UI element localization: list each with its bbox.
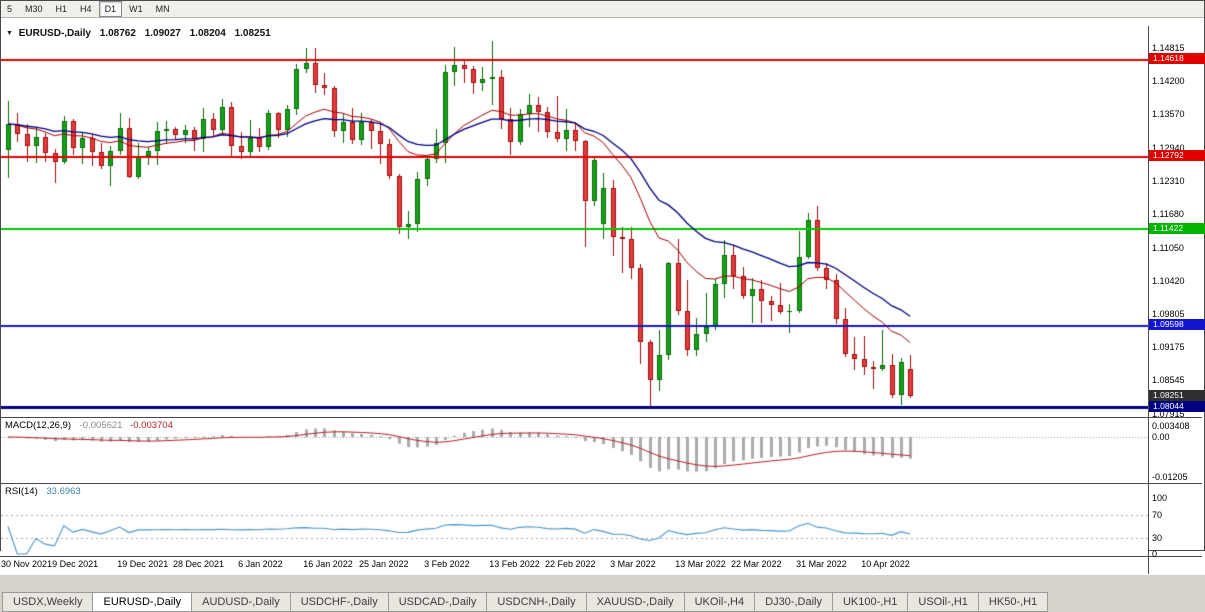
price-axis-label: 1.13570 xyxy=(1152,109,1185,120)
date-axis-label: 3 Mar 2022 xyxy=(610,559,656,569)
chart-tab-uk100-h1[interactable]: UK100-,H1 xyxy=(831,592,908,612)
date-axis-label: 25 Jan 2022 xyxy=(359,559,409,569)
price-badge: 1.08251 xyxy=(1149,390,1205,402)
chart-tab-usdchf-daily[interactable]: USDCHF-,Daily xyxy=(289,592,388,612)
price-axis-label: 1.11050 xyxy=(1152,242,1184,253)
chart-tab-usdcad-daily[interactable]: USDCAD-,Daily xyxy=(387,592,487,612)
macd-label: MACD(12,26,9) -0.005621 -0.003704 xyxy=(5,420,173,431)
date-axis-label: 31 Mar 2022 xyxy=(796,559,847,569)
date-axis-label: 16 Jan 2022 xyxy=(303,559,353,569)
rsi-axis-label: 30 xyxy=(1152,532,1163,543)
chart-tab-xauusd-daily[interactable]: XAUUSD-,Daily xyxy=(585,592,684,612)
date-axis-label: 6 Jan 2022 xyxy=(238,559,283,569)
ohlc-close: 1.08251 xyxy=(234,28,271,39)
price-axis-divider xyxy=(1148,26,1149,574)
date-axis-separator xyxy=(0,556,1202,557)
date-axis-label: 30 Nov 2021 xyxy=(1,559,53,569)
price-axis-label: 1.09805 xyxy=(1152,308,1185,319)
price-badge: 1.14618 xyxy=(1149,53,1205,65)
symbol-timeframe-label: EURUSD-,Daily xyxy=(18,28,91,39)
timeframe-button-h1[interactable]: H1 xyxy=(55,3,68,14)
macd-signal-value: -0.003704 xyxy=(130,420,173,431)
chart-tab-hk50-h1[interactable]: HK50-,H1 xyxy=(977,592,1049,612)
timeframe-button-d1[interactable]: D1 xyxy=(98,0,123,17)
rsi-panel-separator[interactable] xyxy=(0,483,1202,484)
price-axis-label: 1.08545 xyxy=(1152,375,1185,386)
macd-axis-label: -0.01205 xyxy=(1152,471,1188,482)
symbol-menu-triangle-icon[interactable]: ▼ xyxy=(6,30,13,37)
timeframe-toolbar: 5 M30 H1 H4 D1 W1 MN xyxy=(0,0,1205,18)
chart-tab-ukoil-h4[interactable]: UKOil-,H4 xyxy=(683,592,755,612)
price-badge: 1.09598 xyxy=(1149,319,1205,331)
chart-tab-dj30-daily[interactable]: DJ30-,Daily xyxy=(754,592,832,612)
price-axis-label: 1.07915 xyxy=(1152,408,1185,419)
rsi-axis-label: 70 xyxy=(1152,510,1163,521)
macd-axis-label: 0.00 xyxy=(1152,432,1170,442)
rsi-axis-label: 0 xyxy=(1152,549,1158,559)
price-axis-label: 1.09175 xyxy=(1152,341,1185,352)
price-axis-label: 1.12940 xyxy=(1152,142,1185,153)
chart-tab-bar: USDX,Weekly EURUSD-,Daily AUDUSD-,Daily USD… xyxy=(0,590,1205,612)
chart-tab-eurusd-daily[interactable]: EURUSD-,Daily xyxy=(92,592,192,612)
price-badge: 1.08044 xyxy=(1149,401,1205,413)
date-axis-label: 10 Apr 2022 xyxy=(861,559,910,569)
chart-tab-usdx-weekly[interactable]: USDX,Weekly xyxy=(2,592,93,612)
timeframe-button-w1[interactable]: W1 xyxy=(129,3,143,14)
rsi-label: RSI(14) 33.6963 xyxy=(5,486,81,497)
date-axis-label: 28 Dec 2021 xyxy=(173,559,225,569)
rsi-value: 33.6963 xyxy=(46,486,81,497)
macd-axis-label: 0.003408 xyxy=(1152,420,1190,431)
timeframe-button-5[interactable]: 5 xyxy=(7,3,13,14)
chart-tab-audusd-daily[interactable]: AUDUSD-,Daily xyxy=(191,592,290,612)
price-axis-label: 1.11680 xyxy=(1152,209,1184,220)
chart-tab-usdcnh-daily[interactable]: USDCNH-,Daily xyxy=(486,592,586,612)
rsi-indicator-canvas[interactable] xyxy=(1,484,1148,556)
date-axis-label: 3 Feb 2022 xyxy=(424,559,470,569)
ohlc-low: 1.08204 xyxy=(189,28,226,39)
ohlc-open: 1.08762 xyxy=(99,28,136,39)
price-axis-label: 1.14200 xyxy=(1152,76,1185,87)
timeframe-button-m30[interactable]: M30 xyxy=(25,3,43,14)
rsi-axis-label: 100 xyxy=(1152,493,1168,503)
macd-name: MACD(12,26,9) xyxy=(5,420,71,431)
price-axis-label: 1.10420 xyxy=(1152,276,1185,287)
rsi-name: RSI(14) xyxy=(5,486,38,497)
macd-main-value: -0.005621 xyxy=(79,420,123,431)
date-axis-label: 22 Mar 2022 xyxy=(731,559,782,569)
ohlc-high: 1.09027 xyxy=(144,28,181,39)
candlestick-chart-canvas[interactable] xyxy=(1,26,1148,417)
price-badge: 1.12792 xyxy=(1149,150,1205,162)
date-axis-label: 9 Dec 2021 xyxy=(52,559,99,569)
price-axis-label: 1.12310 xyxy=(1152,176,1185,187)
date-axis-label: 13 Mar 2022 xyxy=(675,559,726,569)
date-axis-label: 19 Dec 2021 xyxy=(117,559,169,569)
timeframe-button-mn[interactable]: MN xyxy=(155,3,170,14)
price-axis-label: 1.14815 xyxy=(1152,43,1185,54)
date-axis-label: 13 Feb 2022 xyxy=(489,559,540,569)
timeframe-button-h4[interactable]: H4 xyxy=(80,3,92,14)
macd-indicator-canvas[interactable] xyxy=(1,418,1148,483)
chart-tab-usoil-h1[interactable]: USOil-,H1 xyxy=(907,592,978,612)
macd-panel-separator[interactable] xyxy=(0,417,1202,418)
price-badge: 1.11422 xyxy=(1149,222,1205,234)
chart-title: ▼ EURUSD-,Daily 1.08762 1.09027 1.08204 … xyxy=(6,28,271,39)
date-axis-label: 22 Feb 2022 xyxy=(545,559,596,569)
